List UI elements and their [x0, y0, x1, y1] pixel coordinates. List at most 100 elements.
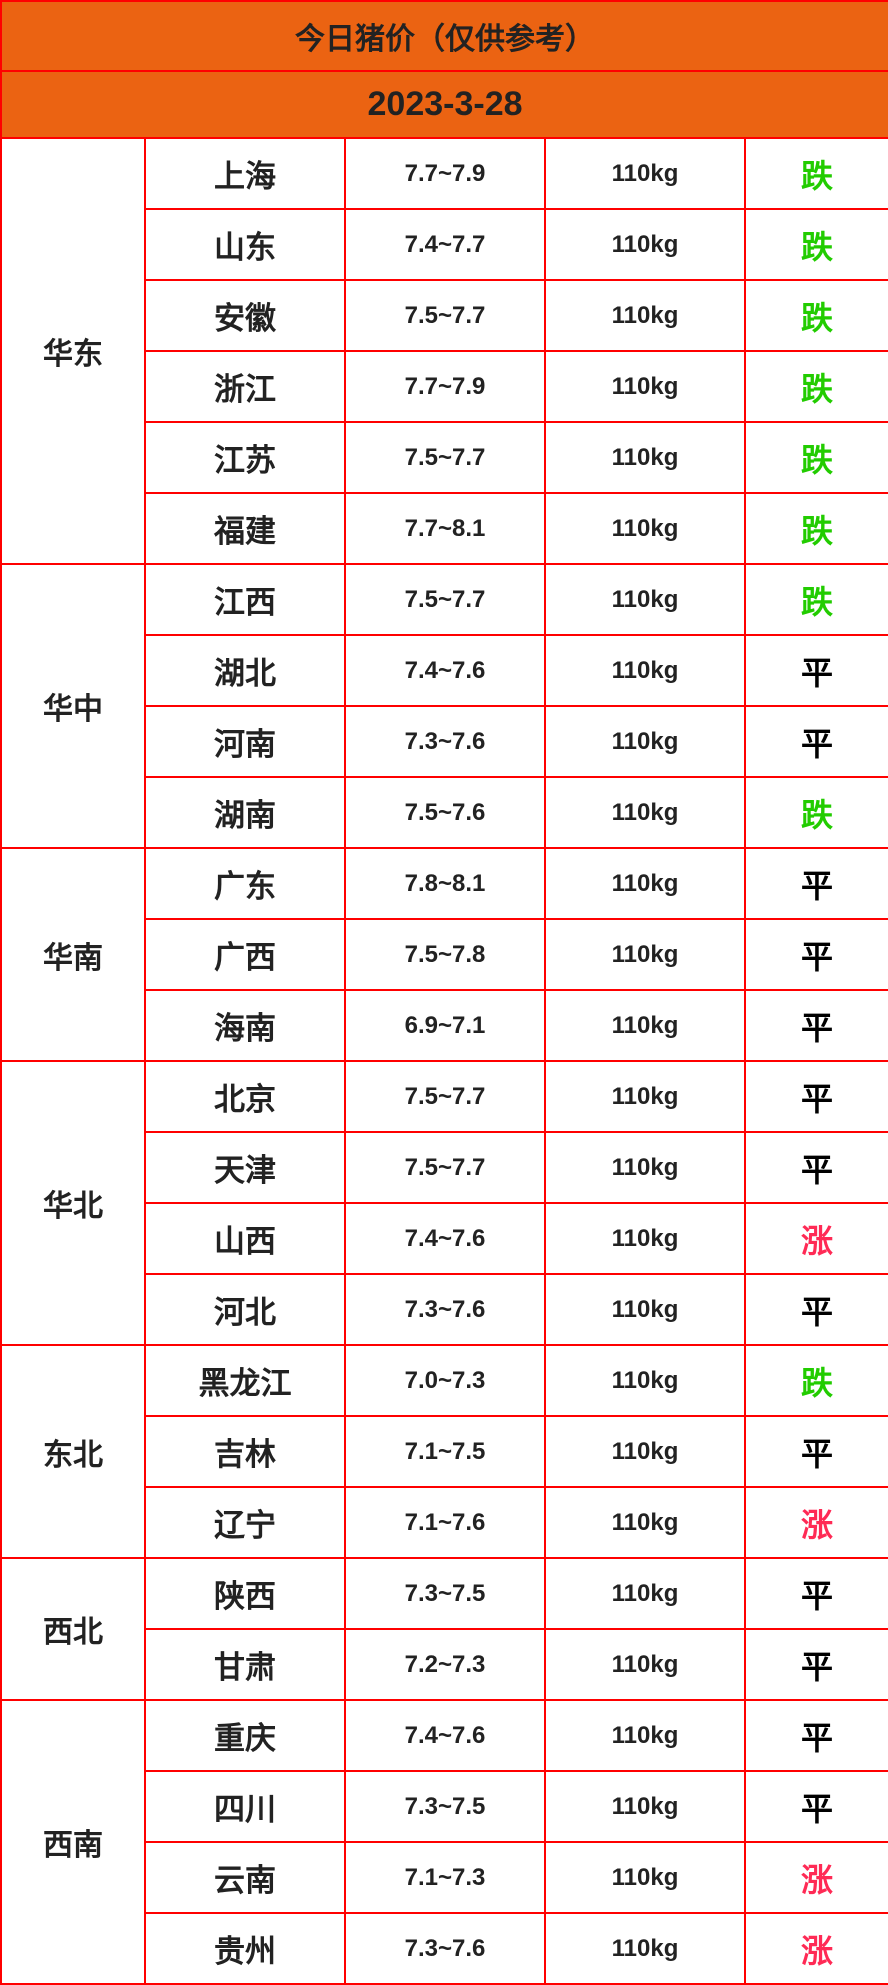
weight-cell: 110kg — [544, 989, 746, 1062]
price-cell: 7.8~8.1 — [344, 847, 546, 920]
price-cell: 7.5~7.7 — [344, 421, 546, 494]
weight-cell: 110kg — [544, 1699, 746, 1772]
province-cell: 广西 — [144, 918, 346, 991]
price-cell: 7.7~8.1 — [344, 492, 546, 565]
table-row: 西南 重庆 7.4~7.6 110kg 平 — [0, 1699, 888, 1985]
trend-cell: 平 — [743, 847, 888, 920]
price-cell: 7.4~7.6 — [344, 1202, 546, 1275]
trend-cell: 平 — [743, 1273, 888, 1346]
price-cell: 7.3~7.5 — [344, 1557, 546, 1630]
trend-cell: 平 — [743, 1060, 888, 1133]
table-row: 四川 7.3~7.5 110kg 平 — [1, 1770, 888, 1843]
trend-cell: 平 — [743, 1770, 888, 1843]
price-cell: 7.3~7.6 — [344, 705, 546, 778]
table-row: 云南 7.1~7.3 110kg 涨 — [1, 1841, 888, 1914]
trend-cell: 涨 — [743, 1486, 888, 1559]
region-cell: 华北 — [0, 1060, 146, 1346]
trend-cell: 平 — [743, 1415, 888, 1488]
price-cell: 7.2~7.3 — [344, 1628, 546, 1701]
region-cell: 华中 — [0, 563, 146, 849]
province-cell: 天津 — [144, 1131, 346, 1204]
province-cell: 甘肃 — [144, 1628, 346, 1701]
trend-cell: 平 — [743, 634, 888, 707]
province-cell: 山东 — [144, 208, 346, 281]
weight-cell: 110kg — [544, 421, 746, 494]
price-cell: 7.4~7.6 — [344, 634, 546, 707]
trend-cell: 跌 — [743, 137, 888, 210]
province-cell: 上海 — [144, 137, 346, 210]
table-row: 安徽 7.5~7.7 110kg 跌 — [1, 279, 888, 352]
table-row: 华北 北京 7.5~7.7 110kg 平 — [0, 1060, 888, 1346]
trend-cell: 平 — [743, 1131, 888, 1204]
trend-cell: 平 — [743, 989, 888, 1062]
weight-cell: 110kg — [544, 918, 746, 991]
table-row: 浙江 7.7~7.9 110kg 跌 — [1, 350, 888, 423]
price-cell: 7.5~7.6 — [344, 776, 546, 849]
weight-cell: 110kg — [544, 1841, 746, 1914]
table-row: 广西 7.5~7.8 110kg 平 — [1, 918, 888, 991]
weight-cell: 110kg — [544, 1060, 746, 1133]
table-row: 山西 7.4~7.6 110kg 涨 — [1, 1202, 888, 1275]
weight-cell: 110kg — [544, 208, 746, 281]
province-cell: 云南 — [144, 1841, 346, 1914]
province-cell: 北京 — [144, 1060, 346, 1133]
region-cell: 西北 — [0, 1557, 146, 1701]
weight-cell: 110kg — [544, 1486, 746, 1559]
trend-cell: 涨 — [743, 1202, 888, 1275]
weight-cell: 110kg — [544, 1770, 746, 1843]
weight-cell: 110kg — [544, 634, 746, 707]
table-row: 吉林 7.1~7.5 110kg 平 — [1, 1415, 888, 1488]
price-cell: 7.5~7.7 — [344, 279, 546, 352]
province-cell: 贵州 — [144, 1912, 346, 1985]
province-cell: 四川 — [144, 1770, 346, 1843]
trend-cell: 跌 — [743, 563, 888, 636]
price-cell: 7.5~7.8 — [344, 918, 546, 991]
trend-cell: 跌 — [743, 208, 888, 281]
trend-cell: 平 — [743, 918, 888, 991]
weight-cell: 110kg — [544, 279, 746, 352]
table-row: 华东 上海 7.7~7.9 110kg 跌 — [0, 137, 888, 565]
weight-cell: 110kg — [544, 1202, 746, 1275]
table-row: 西北 陕西 7.3~7.5 110kg 平 — [0, 1557, 888, 1701]
price-cell: 7.1~7.3 — [344, 1841, 546, 1914]
table-row: 湖南 7.5~7.6 110kg 跌 — [1, 776, 888, 849]
province-cell: 河南 — [144, 705, 346, 778]
weight-cell: 110kg — [544, 1415, 746, 1488]
province-cell: 海南 — [144, 989, 346, 1062]
price-cell: 7.5~7.7 — [344, 563, 546, 636]
price-cell: 7.3~7.6 — [344, 1912, 546, 1985]
table-row: 山东 7.4~7.7 110kg 跌 — [1, 208, 888, 281]
price-cell: 7.5~7.7 — [344, 1060, 546, 1133]
trend-cell: 涨 — [743, 1912, 888, 1985]
trend-cell: 跌 — [743, 350, 888, 423]
province-cell: 重庆 — [144, 1699, 346, 1772]
province-cell: 黑龙江 — [144, 1344, 346, 1417]
weight-cell: 110kg — [544, 1628, 746, 1701]
trend-cell: 跌 — [743, 279, 888, 352]
table-date: 2023-3-28 — [0, 70, 888, 139]
price-cell: 6.9~7.1 — [344, 989, 546, 1062]
table-title: 今日猪价（仅供参考） — [0, 0, 888, 72]
trend-cell: 涨 — [743, 1841, 888, 1914]
province-cell: 安徽 — [144, 279, 346, 352]
trend-cell: 跌 — [743, 492, 888, 565]
weight-cell: 110kg — [544, 350, 746, 423]
table-row: 东北 黑龙江 7.0~7.3 110kg 跌 — [0, 1344, 888, 1559]
weight-cell: 110kg — [544, 847, 746, 920]
table-row: 河南 7.3~7.6 110kg 平 — [1, 705, 888, 778]
trend-cell: 跌 — [743, 776, 888, 849]
trend-cell: 跌 — [743, 421, 888, 494]
weight-cell: 110kg — [544, 137, 746, 210]
province-cell: 河北 — [144, 1273, 346, 1346]
province-cell: 山西 — [144, 1202, 346, 1275]
price-cell: 7.1~7.5 — [344, 1415, 546, 1488]
weight-cell: 110kg — [544, 776, 746, 849]
table-row: 辽宁 7.1~7.6 110kg 涨 — [1, 1486, 888, 1559]
price-cell: 7.7~7.9 — [344, 350, 546, 423]
region-cell: 东北 — [0, 1344, 146, 1559]
province-cell: 广东 — [144, 847, 346, 920]
table-row: 华南 广东 7.8~8.1 110kg 平 — [0, 847, 888, 1062]
trend-cell: 平 — [743, 1628, 888, 1701]
province-cell: 吉林 — [144, 1415, 346, 1488]
price-cell: 7.3~7.6 — [344, 1273, 546, 1346]
